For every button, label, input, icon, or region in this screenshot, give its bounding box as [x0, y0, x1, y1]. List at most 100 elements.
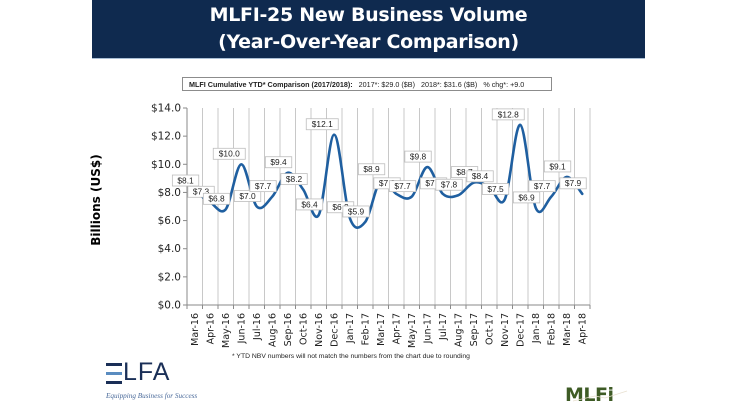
data-label-box	[388, 180, 417, 193]
x-tick-label: Jan-18	[531, 313, 542, 344]
y-tick-label: $4.0	[158, 243, 181, 255]
x-tick-label: May-17	[407, 313, 418, 348]
data-label-text: $6.2	[332, 202, 349, 212]
data-label: $10.0	[212, 147, 246, 160]
y-tick-label: $8.0	[158, 187, 181, 199]
elfa-logo-text: LFA	[123, 358, 171, 386]
data-label-text: $6.9	[518, 192, 535, 202]
data-label: $12.8	[491, 108, 525, 121]
data-label-text: $7.0	[239, 191, 256, 201]
data-label-text: $7.9	[425, 178, 442, 188]
x-tick-label: Jun-17	[422, 313, 433, 344]
title-banner: MLFI-25 New Business Volume (Year-Over-Y…	[92, 0, 645, 59]
y-tick-label: $6.0	[158, 215, 181, 227]
mlfi-logo-text: MLFi	[565, 384, 614, 406]
data-label-text: $7.3	[193, 187, 210, 197]
x-tick-label: Mar-16	[190, 313, 201, 346]
summary-2018: 2018*: $31.6 ($B)	[420, 80, 478, 89]
data-label-text: $6.4	[301, 199, 318, 209]
data-label-text: $8.7	[456, 167, 473, 177]
elfa-e-bar-top	[106, 363, 122, 366]
data-label-box	[295, 198, 324, 211]
data-label-text: $7.8	[441, 180, 458, 190]
x-tick-label: Mar-17	[376, 313, 387, 346]
data-label-box	[466, 170, 494, 183]
data-label: $7.8	[435, 178, 463, 191]
elfa-e-bar-bottom	[106, 381, 122, 384]
x-tick-label: Feb-17	[360, 313, 371, 345]
data-label: $7.7	[528, 180, 556, 193]
data-label: $7.9	[559, 177, 587, 190]
page-subtitle: (Year-Over-Year Comparison)	[218, 31, 519, 53]
data-label-box	[233, 190, 262, 202]
data-label-text: $5.9	[348, 206, 365, 216]
data-label: $7.3	[187, 185, 215, 198]
data-label-box	[543, 160, 572, 173]
data-label-text: $7.9	[379, 178, 396, 188]
y-tick-label: $2.0	[158, 271, 181, 283]
data-label: $8.2	[280, 173, 308, 186]
data-label: $5.9	[342, 205, 370, 218]
x-tick-label: Feb-18	[546, 313, 557, 345]
data-label: $8.9	[357, 163, 386, 176]
data-label-text: $10.0	[219, 149, 240, 159]
x-tick-label: Jun-16	[236, 313, 247, 344]
elfa-logo: LFA Equipping Business for Success	[102, 358, 210, 410]
data-label: $6.4	[295, 198, 324, 211]
data-label-box	[187, 185, 215, 198]
x-tick-label: Sep-17	[469, 313, 480, 346]
data-label-box	[342, 205, 370, 218]
data-label-text: $7.5	[487, 184, 504, 194]
x-tick-label: Aug-17	[453, 313, 464, 347]
x-tick-label: Aug-16	[267, 313, 278, 347]
data-label: $12.1	[305, 118, 339, 131]
data-label-text: $9.4	[270, 157, 287, 167]
data-label-box	[491, 108, 525, 121]
data-label-box	[481, 183, 510, 195]
data-label: $7.7	[388, 180, 417, 193]
data-label-text: $7.7	[255, 181, 272, 191]
footnote: * YTD NBV numbers will not match the num…	[232, 353, 470, 360]
ytd-summary-box: MLFI Cumulative YTD* Comparison (2017/20…	[182, 77, 552, 91]
data-label-text: $12.8	[498, 109, 519, 119]
x-tick-label: May-16	[221, 313, 232, 348]
data-label-text: $6.8	[208, 194, 225, 204]
page-title: MLFI-25 New Business Volume	[209, 4, 528, 26]
x-tick-label: Nov-17	[500, 313, 511, 347]
x-tick-label: Apr-18	[577, 313, 588, 344]
data-label: $8.1	[171, 174, 200, 187]
data-label: $6.8	[202, 192, 231, 205]
data-label-text: $8.4	[472, 171, 489, 181]
mlfi-logo-swoosh	[572, 390, 628, 402]
x-tick-label: Jul-16	[252, 313, 263, 341]
data-label-text: $7.9	[565, 178, 582, 188]
axes	[183, 107, 591, 309]
data-label: $9.8	[404, 150, 432, 163]
data-label-box	[171, 174, 200, 187]
data-label-text: $12.1	[312, 119, 333, 129]
data-label-box	[249, 180, 277, 193]
x-tick-label: Oct-17	[484, 313, 495, 345]
data-label-text: $7.7	[534, 181, 551, 191]
data-label: $8.4	[466, 170, 494, 183]
data-label-box	[264, 156, 293, 169]
data-label-text: $8.2	[286, 174, 303, 184]
data-label-box	[212, 147, 246, 160]
y-tick-label: $0.0	[158, 300, 181, 312]
data-label: $9.1	[543, 160, 572, 173]
x-tick-label: Oct-16	[298, 313, 309, 345]
x-tick-label: Dec-17	[515, 313, 526, 347]
data-label-text: $9.1	[549, 161, 566, 171]
y-tick-labels: $0.0 $2.0 $4.0 $6.0 $8.0 $10.0 $12.0 $14.0	[151, 103, 181, 312]
data-label-box	[305, 118, 339, 131]
data-label-text: $8.9	[363, 164, 380, 174]
x-tick-label: Dec-16	[329, 313, 340, 347]
data-label: $9.4	[264, 156, 293, 169]
x-tick-label: Jul-17	[438, 313, 449, 341]
data-label-text: $7.7	[394, 181, 411, 191]
data-label-box	[357, 163, 386, 176]
data-label-box	[280, 173, 308, 186]
data-label-text: $9.8	[410, 152, 427, 162]
x-tick-label: Nov-16	[314, 313, 325, 347]
